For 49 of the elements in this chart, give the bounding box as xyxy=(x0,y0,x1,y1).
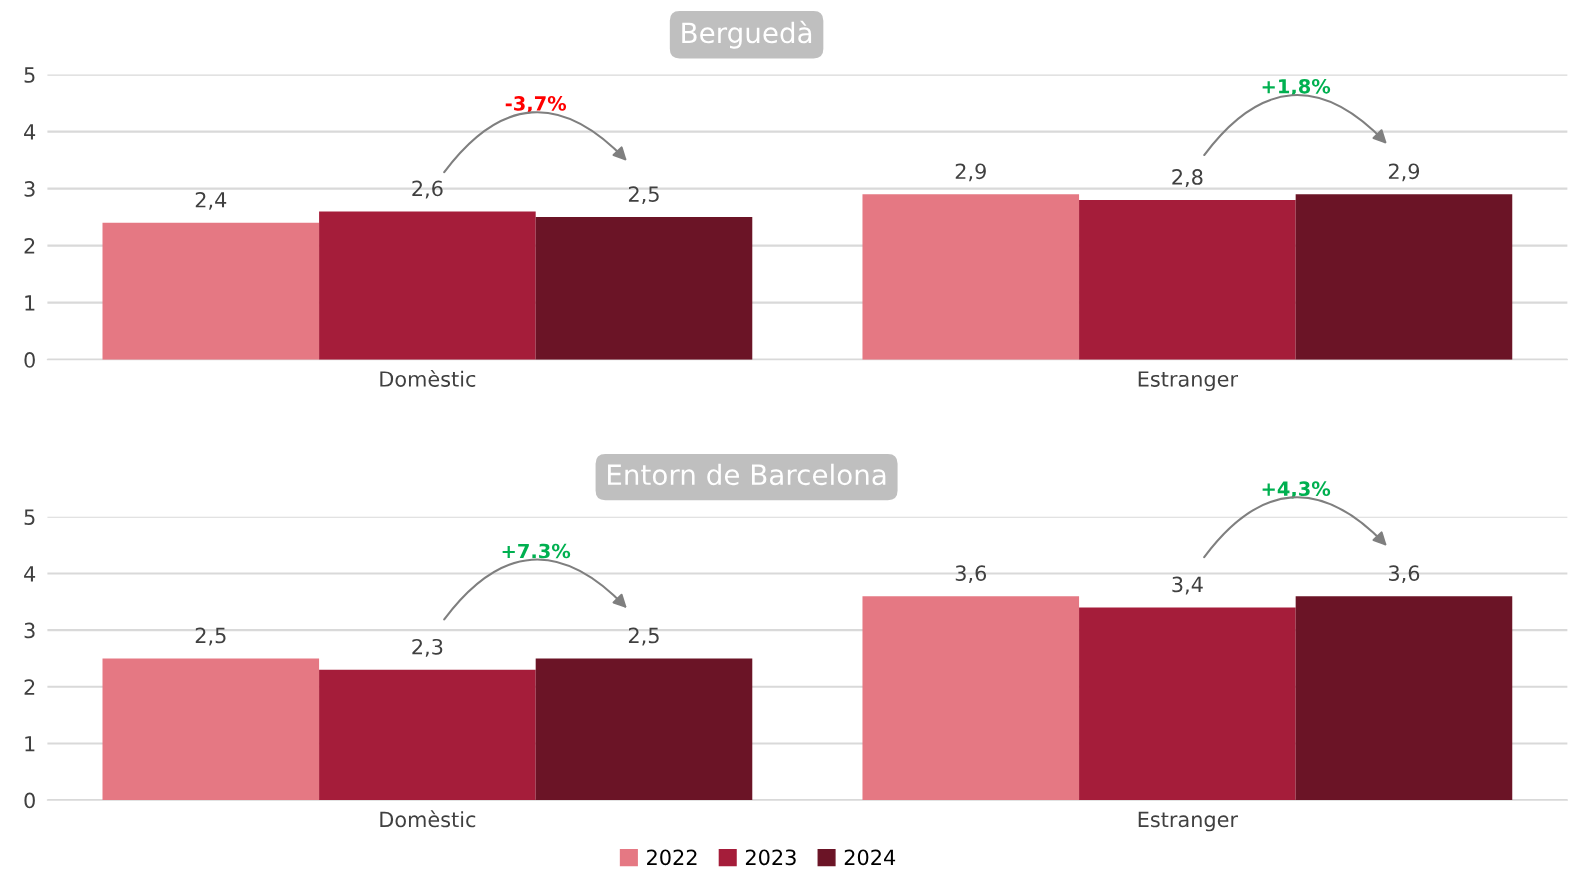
bar xyxy=(1295,194,1513,360)
y-tick-label: 5 xyxy=(24,67,35,83)
data-label: 2,3 xyxy=(412,638,443,657)
y-tick-label: 2 xyxy=(24,238,35,254)
x-tick-label: Domèstic xyxy=(380,369,476,387)
bar xyxy=(102,222,320,360)
bar xyxy=(319,669,536,801)
data-label: 3,6 xyxy=(1388,565,1420,584)
x-tick-label: Domèstic xyxy=(380,810,476,828)
y-tick-label: 0 xyxy=(24,792,35,809)
y-tick-label: 4 xyxy=(24,566,36,582)
y-tick-label: 3 xyxy=(24,181,35,197)
data-label: 2,9 xyxy=(1388,163,1420,182)
annotation: +1,8% xyxy=(1262,78,1331,97)
bar xyxy=(1079,200,1296,360)
data-label: 3,4 xyxy=(1172,576,1203,595)
chart-title: Berguedà xyxy=(682,20,812,49)
bar xyxy=(319,211,536,360)
data-label: 2,8 xyxy=(1172,169,1203,187)
x-tick-label: Estranger xyxy=(1138,811,1239,832)
bar xyxy=(1079,607,1296,801)
y-tick-label: 3 xyxy=(24,622,35,639)
x-tick-label: Estranger xyxy=(1138,371,1239,391)
bar xyxy=(102,658,320,801)
y-tick-label: 4 xyxy=(24,124,36,140)
chart-title: Entorn de Barcelona xyxy=(608,463,886,486)
data-label: 3,6 xyxy=(955,565,987,584)
y-tick-label: 0 xyxy=(24,352,35,368)
bar xyxy=(535,658,753,801)
y-tick-label: 5 xyxy=(24,509,35,526)
bar xyxy=(535,217,753,360)
data-label: 2,4 xyxy=(195,191,227,210)
text: +4,3% xyxy=(1262,481,1331,499)
data-label: 2,5 xyxy=(628,186,659,205)
annotation: +7.3% xyxy=(502,543,571,559)
bar xyxy=(862,596,1080,801)
data-label: 2,5 xyxy=(628,627,659,646)
legend-label: 2024 xyxy=(844,849,896,866)
y-tick-label: 2 xyxy=(24,679,35,695)
data-label: 2,5 xyxy=(195,627,226,646)
bar xyxy=(1295,596,1513,801)
data-label: 2,6 xyxy=(412,180,443,199)
annotation: -3,7% xyxy=(505,96,567,114)
bar xyxy=(862,194,1080,360)
y-tick-label: 1 xyxy=(25,736,35,752)
legend-label: 2022 xyxy=(647,849,697,866)
legend-label: 2023 xyxy=(745,849,796,866)
y-tick-label: 1 xyxy=(25,295,35,311)
data-label: 2,9 xyxy=(955,163,986,182)
